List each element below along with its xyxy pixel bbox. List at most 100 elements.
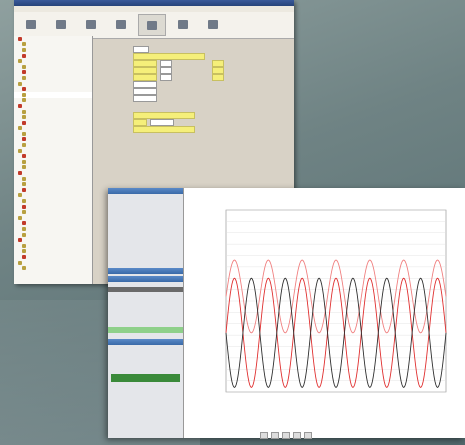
input-field[interactable] (160, 74, 172, 81)
tree-item[interactable] (14, 153, 92, 159)
toolbar-button[interactable] (18, 14, 44, 34)
tree-item[interactable] (14, 159, 92, 165)
side-panel (108, 188, 184, 438)
series-line (225, 277, 447, 389)
tree-item[interactable] (14, 70, 92, 76)
input-field[interactable] (160, 60, 172, 67)
page-tab[interactable] (282, 432, 290, 439)
toolbar-button[interactable] (108, 14, 134, 34)
tree-item[interactable] (14, 120, 92, 126)
tree-item[interactable] (14, 114, 92, 120)
toolbar-icon (26, 19, 36, 29)
tree-item[interactable] (14, 215, 92, 221)
toolbar-button[interactable] (170, 14, 196, 34)
tree-node-icon (22, 204, 26, 209)
tree-item[interactable] (14, 126, 92, 132)
tree-item[interactable] (14, 137, 92, 143)
tree-node-icon (22, 232, 26, 237)
tree-item[interactable] (14, 91, 92, 98)
menu-item[interactable] (17, 7, 20, 11)
tree-item[interactable] (14, 254, 92, 260)
tree-item[interactable] (14, 209, 92, 215)
input-field[interactable] (133, 95, 157, 102)
tree-item[interactable] (14, 64, 92, 70)
input-field[interactable] (133, 60, 157, 67)
tree-node-icon (22, 182, 26, 187)
grid-row (108, 365, 183, 370)
chart-background (188, 192, 460, 432)
tree-item[interactable] (14, 187, 92, 193)
tree-item[interactable] (14, 176, 92, 182)
page-tab[interactable] (293, 432, 301, 439)
tree-item[interactable] (14, 181, 92, 187)
tree-item[interactable] (14, 109, 92, 115)
toolbar-button[interactable] (48, 14, 74, 34)
toolbar-button[interactable] (200, 14, 226, 34)
tree-item[interactable] (14, 148, 92, 154)
panel-header[interactable] (108, 327, 183, 333)
page-tab[interactable] (304, 432, 312, 439)
tree-item[interactable] (14, 131, 92, 137)
input-field[interactable] (212, 67, 224, 74)
input-field[interactable] (150, 119, 174, 126)
tree-item[interactable] (14, 265, 92, 271)
action-button[interactable] (111, 374, 180, 382)
tree-item[interactable] (14, 75, 92, 81)
tree-item[interactable] (14, 232, 92, 238)
tree-item[interactable] (14, 221, 92, 227)
input-field[interactable] (133, 46, 149, 53)
panel-header[interactable] (108, 268, 183, 274)
page-tab[interactable] (271, 432, 279, 439)
tree-item[interactable] (14, 165, 92, 171)
tree-item[interactable] (14, 142, 92, 148)
input-field[interactable] (133, 88, 157, 95)
input-field[interactable] (212, 74, 224, 81)
detail-form (94, 36, 290, 284)
page-tabs (260, 432, 312, 439)
input-field[interactable] (133, 126, 195, 133)
input-field[interactable] (212, 60, 224, 67)
tree-item[interactable] (14, 260, 92, 266)
toolbar-icon (147, 20, 157, 30)
tree-item[interactable] (14, 237, 92, 243)
input-field[interactable] (160, 67, 172, 74)
tree-item[interactable] (14, 170, 92, 176)
page-tab[interactable] (260, 432, 268, 439)
field-row (102, 46, 290, 53)
input-field[interactable] (133, 74, 157, 81)
tree-item[interactable] (14, 204, 92, 210)
tree-item[interactable] (14, 98, 92, 104)
tree-item[interactable] (14, 81, 92, 87)
tree-item[interactable] (14, 243, 92, 249)
toolbar-button[interactable] (78, 14, 104, 34)
tree-item[interactable] (14, 226, 92, 232)
input-field[interactable] (133, 119, 147, 126)
menu-bar (14, 6, 294, 12)
chart-window (108, 188, 465, 438)
tree-item[interactable] (14, 249, 92, 255)
panel-header[interactable] (108, 276, 183, 282)
tree-panel (14, 36, 93, 284)
tree-node-icon (18, 260, 22, 265)
panel-header[interactable] (108, 188, 183, 194)
tree-item[interactable] (14, 42, 92, 48)
tree-item[interactable] (14, 53, 92, 59)
tree-node-icon (22, 266, 26, 271)
tree-node-icon (22, 210, 26, 215)
tree-item[interactable] (14, 193, 92, 199)
tree-item[interactable] (14, 58, 92, 64)
toolbar-button-active[interactable] (138, 14, 166, 36)
panel-header[interactable] (108, 339, 183, 345)
input-field[interactable] (133, 81, 157, 88)
tree-item[interactable] (14, 198, 92, 204)
grid-row-selected[interactable] (108, 287, 183, 292)
toolbar-icon (86, 19, 96, 29)
input-field[interactable] (133, 67, 157, 74)
tree-item[interactable] (14, 103, 92, 109)
input-field[interactable] (133, 53, 205, 60)
input-field[interactable] (133, 112, 195, 119)
field-row (102, 81, 290, 88)
tree-item[interactable] (14, 36, 92, 42)
tree-item[interactable] (14, 47, 92, 53)
tree-item[interactable] (14, 86, 92, 92)
